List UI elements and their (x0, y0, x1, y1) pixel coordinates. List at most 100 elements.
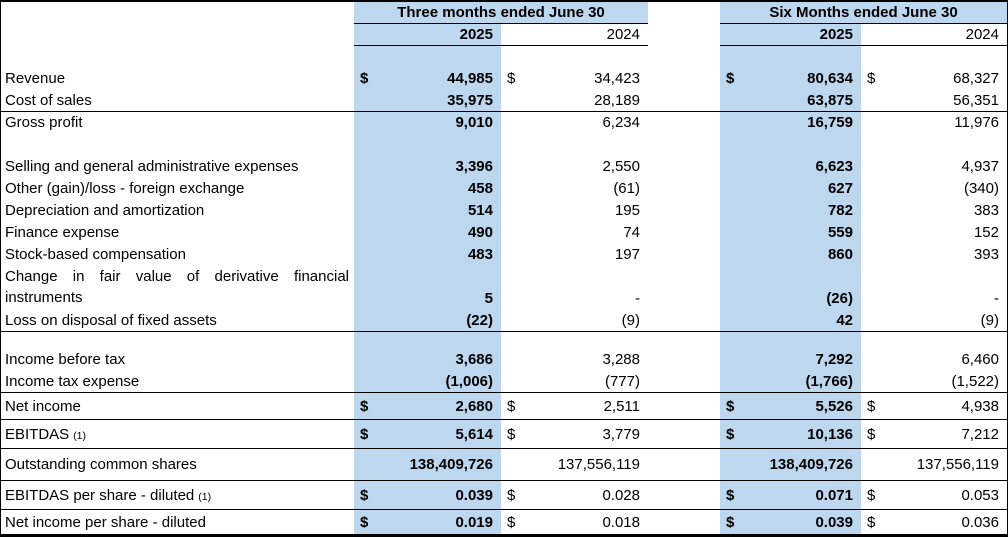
value-six-months-2024: $4,938 (861, 393, 1007, 419)
value-three-months-2025: $0.019 (354, 510, 501, 534)
table-row: Stock-based compensation 483 197 860 393 (1, 243, 1007, 265)
value-text: 782 (827, 201, 853, 219)
value-text: 137,556,119 (916, 456, 999, 473)
row-label-text: EBITDAS per share - diluted (5, 486, 195, 504)
row-label-text: Net income (5, 397, 81, 415)
header-spacer (1, 2, 354, 24)
value-six-months-2025: $80,634 (720, 67, 861, 89)
row-label: Net income (1, 393, 354, 419)
value-six-months-2025: 63,875 (720, 89, 861, 111)
year-label: 2024 (606, 26, 640, 43)
value-three-months-2024: $2,511 (501, 393, 648, 419)
value-three-months-2024: $34,423 (501, 67, 648, 89)
value-three-months-2024: 28,189 (501, 89, 648, 111)
value-text: (26) (826, 290, 853, 307)
value-three-months-2024 (501, 332, 648, 348)
value-text: - (635, 290, 640, 307)
row-label: Revenue (1, 67, 354, 89)
year-label: 2024 (965, 26, 999, 43)
table-row: Net income per share - diluted $0.019 $0… (1, 509, 1007, 534)
value-three-months-2024: 137,556,119 (501, 449, 648, 480)
footnote-marker: (1) (198, 490, 212, 503)
row-label-text: Finance expense (5, 223, 120, 241)
row-label-text: EBITDAS (5, 425, 70, 443)
year-label: 2025 (459, 26, 493, 43)
value-six-months-2024: 56,351 (861, 89, 1007, 111)
value-text: 44,985 (447, 69, 493, 87)
value-text: 195 (614, 201, 640, 219)
column-gap (648, 393, 720, 419)
value-three-months-2025: $2,680 (354, 393, 501, 419)
row-label (1, 46, 354, 67)
column-gap (648, 67, 720, 89)
row-label: Net income per share - diluted (1, 510, 354, 534)
column-gap (648, 510, 720, 534)
year-label: 2025 (819, 26, 853, 43)
table-row-blank (1, 133, 1007, 155)
value-text: 56,351 (953, 91, 999, 109)
group-header-six-months: Six Months ended June 30 (720, 2, 1007, 24)
value-text: - (994, 290, 999, 307)
value-three-months-2025: 490 (354, 221, 501, 243)
row-label-text: Income tax expense (5, 372, 140, 390)
column-gap (648, 177, 720, 199)
table-row-blank (1, 46, 1007, 67)
row-label-text: Outstanding common shares (5, 456, 197, 473)
table-row: Net income $2,680 $2,511 $5,526 $4,938 (1, 392, 1007, 419)
group-header-three-months-label: Three months ended June 30 (397, 4, 605, 21)
value-three-months-2024: - (501, 265, 648, 309)
value-six-months-2025 (720, 46, 861, 67)
value-six-months-2025: (26) (720, 265, 861, 309)
value-text: 6,234 (602, 114, 640, 131)
currency-symbol: $ (867, 486, 876, 504)
value-text: 5,614 (455, 425, 493, 443)
currency-symbol: $ (360, 513, 369, 531)
value-three-months-2024: 3,288 (501, 348, 648, 370)
value-text: (1,006) (445, 372, 493, 390)
value-six-months-2025: $0.071 (720, 481, 861, 509)
currency-symbol: $ (867, 513, 876, 531)
value-six-months-2024 (861, 332, 1007, 348)
table-row: Income tax expense (1,006) (777) (1,766)… (1, 370, 1007, 392)
table-row-blank (1, 331, 1007, 348)
currency-symbol: $ (867, 425, 876, 443)
row-label-text: Stock-based compensation (5, 245, 186, 263)
value-three-months-2025: 514 (354, 199, 501, 221)
value-text: (22) (466, 311, 493, 329)
value-text: (777) (604, 372, 640, 390)
table-header-year-row: 2025 2024 2025 2024 (1, 24, 1007, 46)
currency-symbol: $ (867, 69, 876, 87)
year-header-six-months-2024: 2024 (861, 24, 1007, 46)
value-six-months-2025: 42 (720, 309, 861, 331)
value-six-months-2024: (340) (861, 177, 1007, 199)
value-text: 383 (973, 201, 999, 219)
currency-symbol: $ (360, 69, 369, 87)
value-three-months-2025: $44,985 (354, 67, 501, 89)
value-text: 3,396 (455, 157, 493, 175)
value-six-months-2025: $5,526 (720, 393, 861, 419)
value-three-months-2024: 197 (501, 243, 648, 265)
value-text: 7,212 (961, 425, 999, 443)
header-spacer (1, 24, 354, 46)
table-row: EBITDAS per share - diluted (1) $0.039 $0… (1, 480, 1007, 509)
value-three-months-2025: (22) (354, 309, 501, 331)
value-text: 68,327 (953, 69, 999, 87)
value-text: 483 (467, 245, 493, 263)
currency-symbol: $ (360, 486, 369, 504)
year-header-three-months-2025: 2025 (354, 24, 501, 46)
value-text: (1,522) (951, 372, 999, 390)
value-three-months-2024: $3,779 (501, 420, 648, 448)
column-gap (648, 24, 720, 46)
value-text: 28,189 (594, 91, 640, 109)
row-label-text: Revenue (5, 69, 66, 87)
value-text: 3,779 (602, 425, 640, 443)
table-row: Loss on disposal of fixed assets (22) (9… (1, 309, 1007, 331)
value-text: 34,423 (594, 69, 640, 87)
value-three-months-2024: 6,234 (501, 112, 648, 133)
value-six-months-2025 (720, 332, 861, 348)
value-text: 0.071 (815, 486, 853, 504)
row-label-text: Gross profit (5, 114, 83, 131)
value-text: 860 (827, 245, 853, 263)
column-gap (648, 449, 720, 480)
column-gap (648, 309, 720, 331)
